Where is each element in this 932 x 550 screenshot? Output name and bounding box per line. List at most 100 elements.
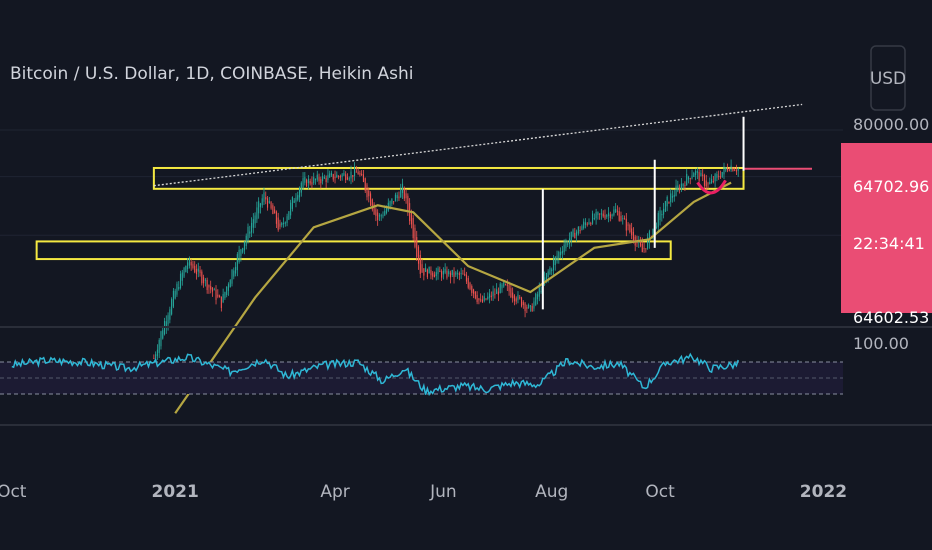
candle [645, 248, 647, 250]
heikin-ashi-candles [153, 159, 739, 362]
time-axis[interactable]: Oct 2021 Apr Jun Aug Oct 2022 [0, 482, 847, 502]
candle [602, 213, 604, 217]
candle [608, 212, 610, 216]
candle [311, 182, 313, 185]
candle [574, 232, 576, 239]
candle [403, 188, 405, 199]
candle [485, 298, 487, 300]
candle [348, 178, 350, 180]
candle [492, 291, 494, 297]
trendline[interactable] [153, 103, 803, 187]
currency-label: USD [870, 69, 906, 89]
candle [226, 286, 228, 296]
candle [572, 229, 574, 237]
candle [425, 267, 427, 272]
low-price-label: 64602.53 [853, 308, 929, 327]
candle [174, 290, 176, 299]
candle [734, 169, 736, 171]
candle [478, 298, 480, 301]
candle [203, 277, 205, 284]
currency-button-frame[interactable] [870, 45, 906, 111]
candle [433, 274, 436, 278]
candle [691, 175, 693, 179]
candle [648, 231, 650, 243]
candle [483, 296, 485, 301]
candle [423, 268, 425, 276]
candle [389, 201, 391, 207]
candle [272, 205, 274, 215]
rsi-pane [0, 352, 843, 397]
currency-button[interactable]: USD [870, 45, 906, 111]
candle [698, 171, 700, 181]
candle [641, 243, 643, 253]
candle [297, 195, 299, 200]
candle [416, 237, 418, 257]
candle [469, 282, 471, 290]
candle [497, 291, 499, 295]
candle [576, 231, 578, 236]
candle [327, 174, 329, 180]
candle [549, 268, 551, 275]
candle [496, 289, 498, 294]
candle [490, 295, 492, 297]
candle [563, 244, 565, 253]
candle [400, 188, 402, 198]
candle [355, 171, 357, 173]
candle [460, 273, 462, 275]
candle [663, 208, 665, 215]
candle [737, 168, 739, 171]
candle [352, 174, 354, 177]
vertical-markers [541, 116, 745, 310]
candle [437, 268, 439, 275]
candle [449, 272, 452, 278]
candle [302, 178, 304, 188]
candle [171, 299, 173, 315]
candle [313, 177, 315, 184]
candle [581, 226, 583, 231]
candle [169, 309, 171, 320]
candle [529, 305, 531, 307]
candle [245, 235, 247, 246]
candle [600, 213, 602, 215]
price-tick-label: 80000.00 [853, 115, 929, 134]
candle [401, 183, 404, 193]
candle [506, 284, 508, 286]
candle [284, 222, 286, 224]
candle [251, 222, 253, 233]
candle [236, 254, 238, 271]
candle [346, 177, 349, 180]
candle [350, 171, 352, 179]
candle [551, 269, 553, 272]
candle [446, 270, 448, 278]
candle [357, 171, 359, 175]
candle [524, 303, 526, 312]
candle [510, 288, 512, 298]
candle [210, 286, 212, 290]
candle [343, 173, 345, 176]
candle [494, 293, 496, 295]
candle [723, 166, 725, 175]
candle [211, 287, 214, 292]
candle [533, 301, 535, 309]
candle [535, 293, 537, 305]
candle [670, 193, 672, 203]
candle [700, 172, 702, 177]
candle [593, 218, 595, 220]
candle [620, 215, 622, 221]
candle [632, 231, 634, 242]
candle [462, 273, 464, 275]
candle [341, 174, 343, 177]
candle [709, 182, 711, 184]
candle [623, 218, 626, 220]
candle [567, 243, 569, 245]
candle [377, 212, 379, 221]
candle [265, 197, 267, 200]
candle [172, 290, 174, 307]
candle [371, 199, 373, 210]
candle [471, 286, 473, 293]
candle [522, 301, 524, 305]
candle [712, 181, 714, 183]
candle [727, 168, 729, 171]
candle [259, 203, 261, 208]
